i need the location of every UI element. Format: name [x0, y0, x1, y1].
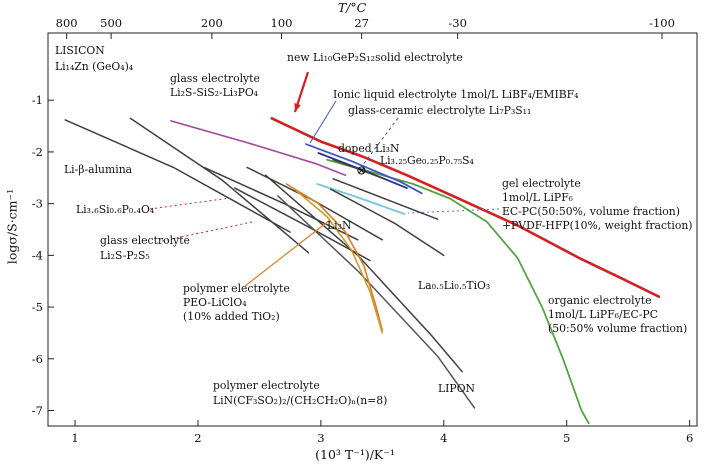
- label-lisicon: LISICON Li₁₄Zn (GeO₄)₄: [55, 44, 133, 73]
- x-tick-label: 3: [317, 431, 324, 445]
- y-tick-label: -5: [32, 300, 43, 314]
- series-beta-alumina: [64, 119, 291, 233]
- series-glass-p2s5: [234, 187, 371, 262]
- label-thio-lisicon: Li₃.₂₅Ge₀.₂₅P₀.₇₅S₄: [380, 154, 474, 167]
- series-lisicon: [129, 117, 310, 254]
- label-doped-li3n: doped Li₃N: [338, 142, 399, 155]
- top-axis-title: T/°C: [337, 0, 367, 15]
- label-glass-ceramic: glass-ceramic electrolyte Li₇P₃S₁₁: [348, 104, 531, 117]
- doped-li3n-marker: ⊗: [356, 164, 367, 179]
- top-tick-label: -30: [448, 16, 467, 30]
- leader-glass-ceramic-leader: [361, 117, 399, 167]
- label-organic: organic electrolyte 1mol/L LiPF₆/EC-PC (50…: [548, 294, 687, 335]
- series-li36si06p04o4: [203, 166, 359, 241]
- label-li36si06p04o4: Li₃.₆Si₀.₆P₀.₄O₄: [76, 203, 154, 216]
- label-ionic-liquid: Ionic liquid electrolyte 1mol/L LiBF₄/EM…: [333, 88, 578, 101]
- y-tick-label: -4: [32, 248, 43, 262]
- label-beta-alumina: Li-β-alumina: [64, 163, 133, 176]
- top-tick-label: 200: [201, 16, 223, 30]
- x-tick-label: 5: [563, 431, 570, 445]
- plot-frame: [47, 32, 698, 427]
- series-ionic-liquid: [305, 143, 423, 195]
- leader-p2s5-leader: [161, 221, 253, 242]
- label-la-li-tio3: La₀.₅Li₀.₅TiO₃: [418, 279, 490, 292]
- y-tick-label: -3: [32, 197, 43, 211]
- label-peo: polymer electrolyte PEO-LiClO₄ (10% added …: [183, 282, 290, 323]
- leader-gel-leader: [407, 208, 500, 214]
- y-tick-label: -2: [32, 145, 43, 159]
- series-peo-tio2: [285, 183, 384, 332]
- label-lipon: LIPON: [438, 382, 475, 395]
- y-tick-label: -6: [32, 352, 43, 366]
- series-peo: [295, 189, 384, 334]
- x-tick-label: 4: [440, 431, 447, 445]
- leader-arrowhead-lgps-arrow: [294, 103, 301, 112]
- label-glass-p2s5: glass electrolyte Li₂S-P₂S₅: [100, 234, 190, 262]
- series-thio-lisicon: [332, 178, 439, 220]
- leader-peo-leader: [244, 219, 331, 287]
- series-la-li-tio3: [329, 188, 445, 257]
- series-lgps: [270, 117, 661, 299]
- label-polymer-lin: polymer electrolyte LiN(CF₃SO₂)₂/(CH₂CH₂O…: [213, 379, 387, 407]
- x-tick-label: 1: [71, 431, 78, 445]
- series-doped-li3n-line: [332, 158, 390, 182]
- y-tick-label: -7: [32, 403, 43, 417]
- top-tick-label: 500: [100, 16, 122, 30]
- top-tick-label: 27: [354, 16, 369, 30]
- top-tick-label: -100: [649, 16, 675, 30]
- series-polymer-lin: [277, 195, 476, 409]
- label-lgps: new Li₁₀GeP₂S₁₂solid electrolyte: [287, 51, 463, 64]
- x-tick-label: 2: [194, 431, 201, 445]
- x-tick-label: 6: [686, 431, 693, 445]
- label-glass-sis2: glass electrolyte Li₂S-SiS₂-Li₃PO₄: [170, 72, 260, 99]
- series-glass-sis2: [170, 120, 347, 176]
- x-axis-title: (10³ T⁻¹)/K⁻¹: [315, 447, 395, 462]
- top-tick-label: 100: [271, 16, 293, 30]
- top-tick-label: 800: [56, 16, 78, 30]
- series-lipon: [264, 174, 463, 373]
- y-tick-label: -1: [32, 93, 43, 107]
- label-gel: gel electrolyte 1mol/L LiPF₆ EC-PC(50:50%,…: [502, 177, 693, 232]
- leader-li36-leader: [149, 197, 231, 210]
- label-li3n: Li₃N: [327, 219, 351, 232]
- leader-ionic-liquid-leader: [309, 100, 337, 144]
